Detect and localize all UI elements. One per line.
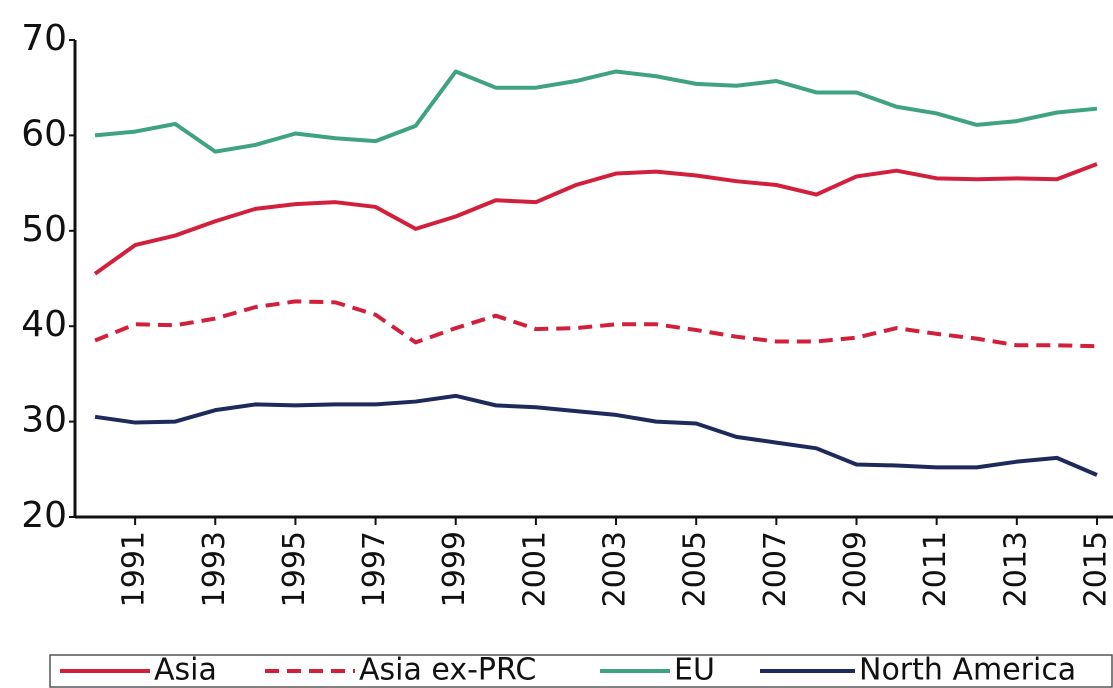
series-line bbox=[94, 69, 1098, 154]
x-tick-label: 2003 bbox=[598, 531, 633, 607]
legend-label: Asia bbox=[154, 653, 217, 688]
y-tick-label: 40 bbox=[21, 304, 67, 345]
x-tick-label: 2009 bbox=[838, 531, 873, 607]
x-tick-label: 2007 bbox=[758, 531, 793, 607]
x-tick-label: 1997 bbox=[357, 531, 392, 607]
x-tick-label: 1995 bbox=[277, 531, 312, 607]
series-line bbox=[94, 299, 1098, 349]
y-tick-label: 20 bbox=[21, 495, 67, 536]
y-tick-label: 30 bbox=[21, 400, 67, 441]
x-tick-label: 2005 bbox=[678, 531, 713, 607]
legend-box bbox=[49, 654, 1113, 688]
x-tick-label: 2013 bbox=[998, 531, 1033, 607]
x-tick-label: 2001 bbox=[517, 531, 552, 607]
x-tick-label: 1999 bbox=[437, 531, 472, 607]
y-tick-label: 50 bbox=[21, 209, 67, 250]
x-tick-label: 1993 bbox=[197, 531, 232, 607]
series-line bbox=[93, 162, 1098, 276]
y-tick-label: 70 bbox=[21, 18, 67, 59]
x-tick-label: 2015 bbox=[1078, 531, 1113, 607]
x-tick-label: 1991 bbox=[117, 531, 152, 607]
series-line bbox=[94, 393, 1098, 477]
x-tick-label: 2011 bbox=[918, 531, 953, 607]
y-tick-label: 60 bbox=[21, 113, 67, 154]
legend-label: EU bbox=[674, 653, 715, 688]
legend-label: North America bbox=[859, 653, 1076, 688]
legend-label: Asia ex-PRC bbox=[359, 653, 536, 688]
